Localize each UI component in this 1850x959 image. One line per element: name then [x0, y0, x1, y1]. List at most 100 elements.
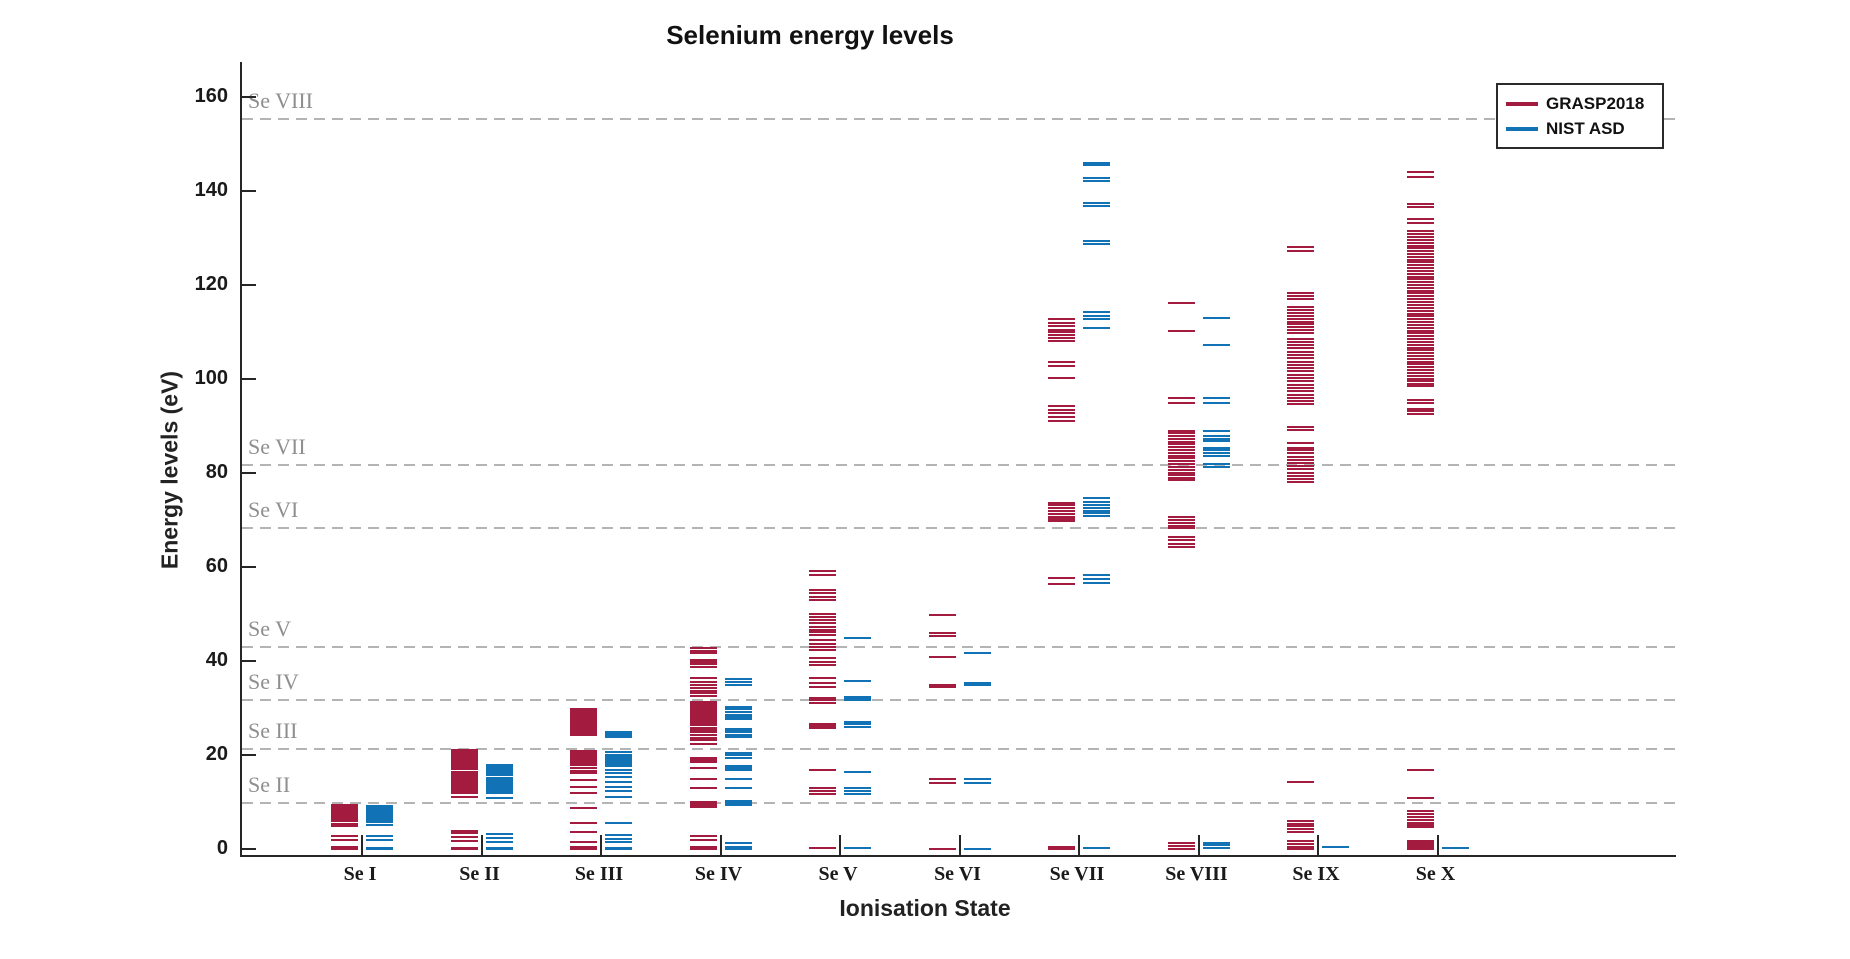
- x-tick: [480, 835, 483, 855]
- energy-level-line: [450, 752, 478, 755]
- energy-level-line: [1287, 380, 1314, 383]
- energy-level-line: [689, 703, 717, 706]
- threshold-line: [242, 699, 1676, 701]
- energy-level-line: [928, 782, 956, 785]
- energy-level-line: [1406, 338, 1434, 341]
- energy-level-line: [689, 729, 717, 732]
- energy-level-line: [724, 717, 752, 720]
- energy-level-line: [450, 782, 478, 785]
- energy-level-line: [1083, 239, 1110, 242]
- energy-level-line: [1167, 443, 1195, 446]
- energy-level-line: [689, 710, 717, 713]
- energy-level-line: [689, 805, 717, 808]
- energy-level-line: [1202, 454, 1230, 457]
- energy-level-line: [1167, 519, 1195, 521]
- energy-level-line: [1406, 307, 1434, 310]
- energy-level-line: [1287, 370, 1314, 373]
- energy-level-line: [1406, 380, 1434, 383]
- energy-level-line: [1167, 539, 1195, 542]
- energy-level-line: [689, 647, 717, 650]
- energy-level-line: [570, 756, 597, 759]
- energy-level-line: [809, 645, 836, 648]
- energy-level-line: [1287, 306, 1314, 309]
- energy-level-line: [689, 801, 717, 804]
- energy-level-line: [450, 760, 478, 763]
- energy-level-line: [689, 689, 717, 692]
- energy-level-line: [1167, 451, 1195, 454]
- energy-level-line: [1406, 281, 1434, 284]
- energy-level-line: [1167, 454, 1195, 457]
- energy-level-line: [689, 705, 717, 708]
- energy-level-line: [809, 625, 836, 628]
- energy-level-line: [689, 716, 717, 719]
- energy-level-line: [450, 777, 478, 780]
- energy-level-line: [1406, 332, 1434, 335]
- threshold-line: [242, 526, 1676, 529]
- energy-level-line: [1406, 845, 1434, 848]
- energy-level-line: [570, 786, 597, 789]
- energy-level-line: [809, 638, 836, 641]
- energy-level-line: [450, 779, 478, 782]
- energy-level-line: [1287, 396, 1314, 399]
- energy-level-line: [605, 821, 632, 824]
- energy-level-line: [1406, 818, 1434, 821]
- energy-level-line: [809, 573, 836, 576]
- energy-level-line: [689, 665, 717, 668]
- energy-level-line: [366, 807, 393, 810]
- energy-level-line: [809, 595, 836, 598]
- energy-level-line: [1406, 343, 1434, 346]
- x-tick: [1078, 835, 1080, 855]
- energy-level-line: [1202, 344, 1230, 347]
- energy-level-line: [1287, 446, 1314, 449]
- energy-level-line: [1406, 278, 1434, 281]
- energy-level-line: [450, 840, 478, 842]
- energy-level-line: [570, 807, 597, 810]
- x-tick-label: Se II: [459, 863, 500, 885]
- energy-level-line: [1083, 204, 1110, 207]
- energy-level-line: [1083, 512, 1110, 515]
- energy-level-line: [1167, 465, 1195, 468]
- energy-level-line: [1287, 464, 1314, 467]
- energy-level-line: [1048, 404, 1075, 407]
- energy-level-line: [570, 719, 597, 722]
- energy-level-line: [570, 751, 597, 754]
- energy-level-line: [1406, 813, 1434, 816]
- energy-level-line: [809, 660, 836, 663]
- energy-level-line: [1287, 828, 1314, 831]
- energy-level-line: [1406, 360, 1434, 363]
- x-tick: [361, 835, 363, 855]
- energy-level-line: [1167, 460, 1195, 463]
- energy-level-line: [724, 801, 752, 804]
- legend-label: GRASP2018: [1546, 93, 1645, 113]
- energy-level-line: [689, 686, 717, 689]
- energy-level-line: [689, 660, 717, 663]
- energy-level-line: [689, 800, 717, 803]
- energy-level-line: [1048, 365, 1075, 368]
- energy-level-line: [485, 780, 513, 783]
- energy-level-line: [689, 677, 717, 680]
- energy-level-line: [450, 753, 478, 756]
- energy-level-line: [1048, 322, 1075, 325]
- energy-level-line: [1083, 202, 1110, 205]
- energy-level-line: [605, 733, 632, 736]
- energy-level-line: [689, 803, 717, 806]
- energy-level-line: [366, 810, 393, 813]
- energy-level-line: [689, 731, 717, 734]
- x-tick-label: Se VII: [1049, 863, 1105, 885]
- energy-level-line: [605, 753, 632, 756]
- energy-level-line: [1167, 397, 1195, 400]
- x-axis-label: Ionisation State: [839, 895, 1011, 921]
- threshold-line: [242, 646, 1676, 649]
- energy-level-line: [1083, 500, 1110, 503]
- energy-level-line: [844, 679, 871, 682]
- energy-level-line: [1287, 291, 1314, 294]
- energy-level-line: [1202, 401, 1230, 404]
- energy-level-line: [809, 790, 836, 793]
- energy-level-line: [1406, 824, 1434, 827]
- energy-level-line: [844, 770, 871, 773]
- energy-level-line: [331, 835, 358, 838]
- energy-level-line: [724, 733, 752, 736]
- energy-level-line: [485, 782, 513, 785]
- energy-level-line: [928, 635, 956, 638]
- energy-level-line: [1287, 317, 1314, 320]
